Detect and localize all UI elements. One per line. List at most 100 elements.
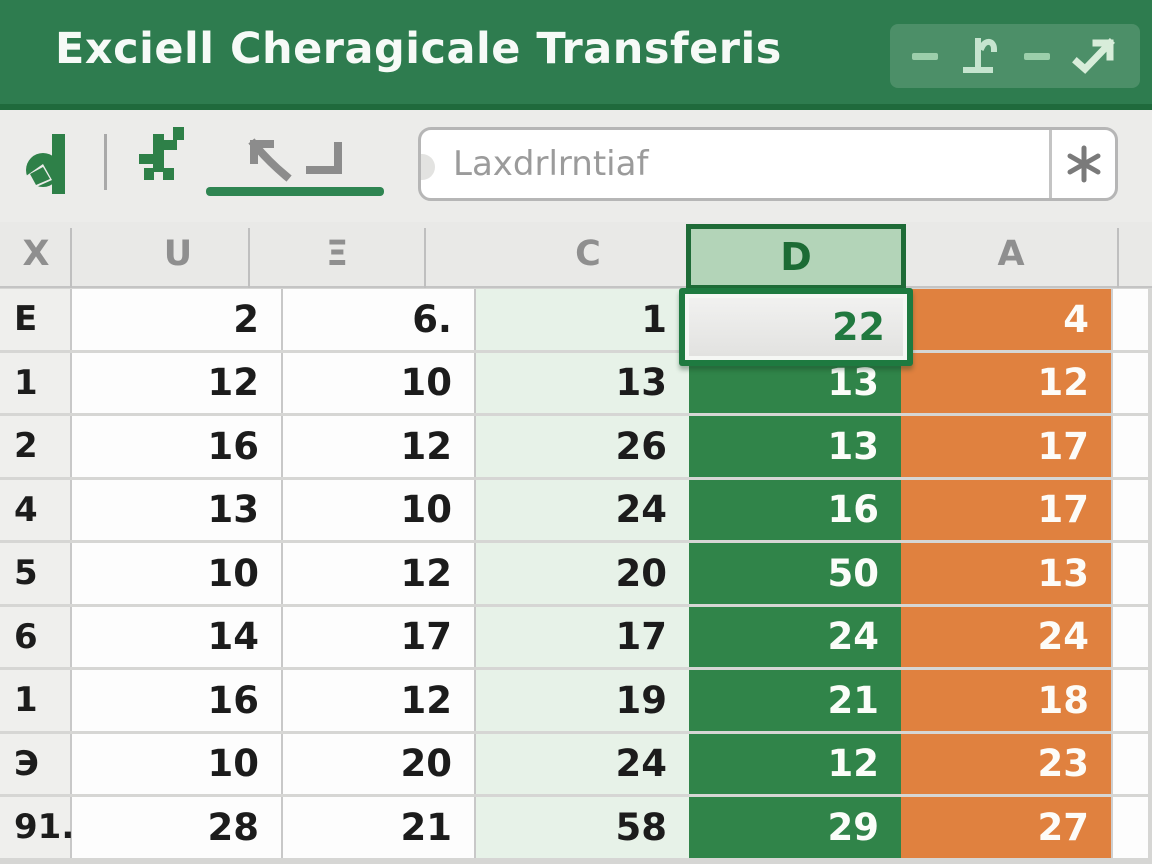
cell-a-2[interactable]: 12 [901,352,1113,413]
cell-a-8[interactable]: 23 [901,733,1113,794]
row-header-7[interactable]: 1 [0,670,72,731]
window-controls [890,24,1140,88]
cell-d-5[interactable]: 50 [689,543,901,604]
column-header-a[interactable]: A [997,234,1025,274]
cell-xi-8[interactable]: 20 [283,733,476,794]
cell-xi-7[interactable]: 12 [283,670,476,731]
cell-c-1[interactable]: 1 [476,289,689,350]
selected-cell[interactable]: 22 [679,288,913,366]
table-row: E26.1224 [0,289,1152,350]
toolbar: Laxdrlrntiaf [0,110,1152,222]
cell-c-8[interactable]: 24 [476,733,689,794]
formula-input[interactable]: Laxdrlrntiaf [453,144,649,184]
row-header-8[interactable]: Э [0,733,72,794]
cell-a-5[interactable]: 13 [901,543,1113,604]
formula-bar[interactable]: Laxdrlrntiaf [418,127,1118,201]
cell-a-1[interactable]: 4 [901,289,1113,350]
table-row: 1 12 10 13 13 12 [0,352,1152,413]
cell-u-3[interactable]: 16 [72,416,283,477]
cell-tail-6[interactable] [1113,606,1148,667]
cell-d-6[interactable]: 24 [689,606,901,667]
table-row: 1 16 12 19 21 18 [0,670,1152,731]
column-header-x[interactable]: X [22,234,50,274]
column-header-xi[interactable]: Ξ [325,234,349,274]
app-logo-icon[interactable] [26,126,72,200]
column-header-u[interactable]: U [163,234,193,274]
cell-xi-1[interactable]: 6. [283,289,476,350]
cell-xi-6[interactable]: 17 [283,606,476,667]
cell-a-3[interactable]: 17 [901,416,1113,477]
cell-c-2[interactable]: 13 [476,352,689,413]
spreadsheet-grid: X U Ξ C A E26.12241121013131221612261317… [0,222,1152,864]
app-title: Exciell Cheragicale Transferis [55,24,782,74]
row-header-2[interactable]: 1 [0,352,72,413]
cell-tail-9[interactable] [1113,797,1148,858]
title-bar: Exciell Cheragicale Transferis [0,0,1152,104]
column-header-c[interactable]: C [575,234,601,274]
cell-c-6[interactable]: 17 [476,606,689,667]
table-row: 91. 28 21 58 29 27 [0,797,1152,858]
formula-action-button[interactable] [1049,130,1115,198]
cell-a-6[interactable]: 24 [901,606,1113,667]
cell-u-8[interactable]: 10 [72,733,283,794]
cell-c-5[interactable]: 20 [476,543,689,604]
paste-cross-icon[interactable] [132,124,186,192]
cell-d-7[interactable]: 21 [689,670,901,731]
row-header-6[interactable]: 6 [0,606,72,667]
column-header-row: X U Ξ C A [0,222,1152,288]
cell-c-4[interactable]: 24 [476,479,689,540]
cell-u-6[interactable]: 14 [72,606,283,667]
cell-xi-3[interactable]: 12 [283,416,476,477]
cell-c-9[interactable]: 58 [476,797,689,858]
selected-column-header-d[interactable]: D [686,224,906,290]
cell-u-4[interactable]: 13 [72,479,283,540]
row-header-9[interactable]: 91. [0,797,74,858]
cell-tail-8[interactable] [1113,733,1148,794]
cell-a-7[interactable]: 18 [901,670,1113,731]
cell-u-5[interactable]: 10 [72,543,283,604]
table-row: 2 16 12 26 13 17 [0,416,1152,477]
cell-tail-3[interactable] [1113,416,1148,477]
dash-icon[interactable] [912,51,938,61]
cell-tail-1[interactable] [1113,289,1148,350]
cell-tail-5[interactable] [1113,543,1148,604]
cell-d-4[interactable]: 16 [689,479,901,540]
cell-u-2[interactable]: 12 [72,352,283,413]
cell-c-3[interactable]: 26 [476,416,689,477]
cell-a-4[interactable]: 17 [901,479,1113,540]
data-rows: E26.122411210131312216122613174131024161… [0,289,1152,861]
cell-u-7[interactable]: 16 [72,670,283,731]
cell-d-9[interactable]: 29 [689,797,901,858]
cell-tail-4[interactable] [1113,479,1148,540]
asterisk-icon [1067,145,1100,183]
cell-xi-9[interactable]: 21 [283,797,476,858]
cell-xi-4[interactable]: 10 [283,479,476,540]
table-row: 6 14 17 17 24 24 [0,606,1152,667]
cell-xi-5[interactable]: 12 [283,543,476,604]
table-row: 5 10 12 20 50 13 [0,543,1152,604]
cell-u-1[interactable]: 2 [72,289,283,350]
cell-u-9[interactable]: 28 [72,797,283,858]
table-row: Э 10 20 24 12 23 [0,733,1152,794]
header-divider [1117,228,1119,288]
corner-bracket-icon[interactable] [306,142,342,174]
row-header-4[interactable]: 4 [0,479,72,540]
dash-icon[interactable] [1024,51,1050,61]
cell-tail-7[interactable] [1113,670,1148,731]
pin-icon[interactable] [960,35,1002,77]
row-header-5[interactable]: 5 [0,543,72,604]
header-divider [424,228,426,288]
cell-c-7[interactable]: 19 [476,670,689,731]
row-header-1[interactable]: E [0,289,72,350]
row-header-3[interactable]: 2 [0,416,72,477]
cell-xi-2[interactable]: 10 [283,352,476,413]
cell-a-9[interactable]: 27 [901,797,1113,858]
title-bar-accent-strip [0,104,1152,110]
cell-tail-2[interactable] [1113,352,1148,413]
toolbar-divider [104,134,107,190]
cell-d-8[interactable]: 12 [689,733,901,794]
arrow-up-right-icon[interactable] [1072,35,1118,77]
cell-d-3[interactable]: 13 [689,416,901,477]
cursor-arrow-icon[interactable] [246,136,292,186]
